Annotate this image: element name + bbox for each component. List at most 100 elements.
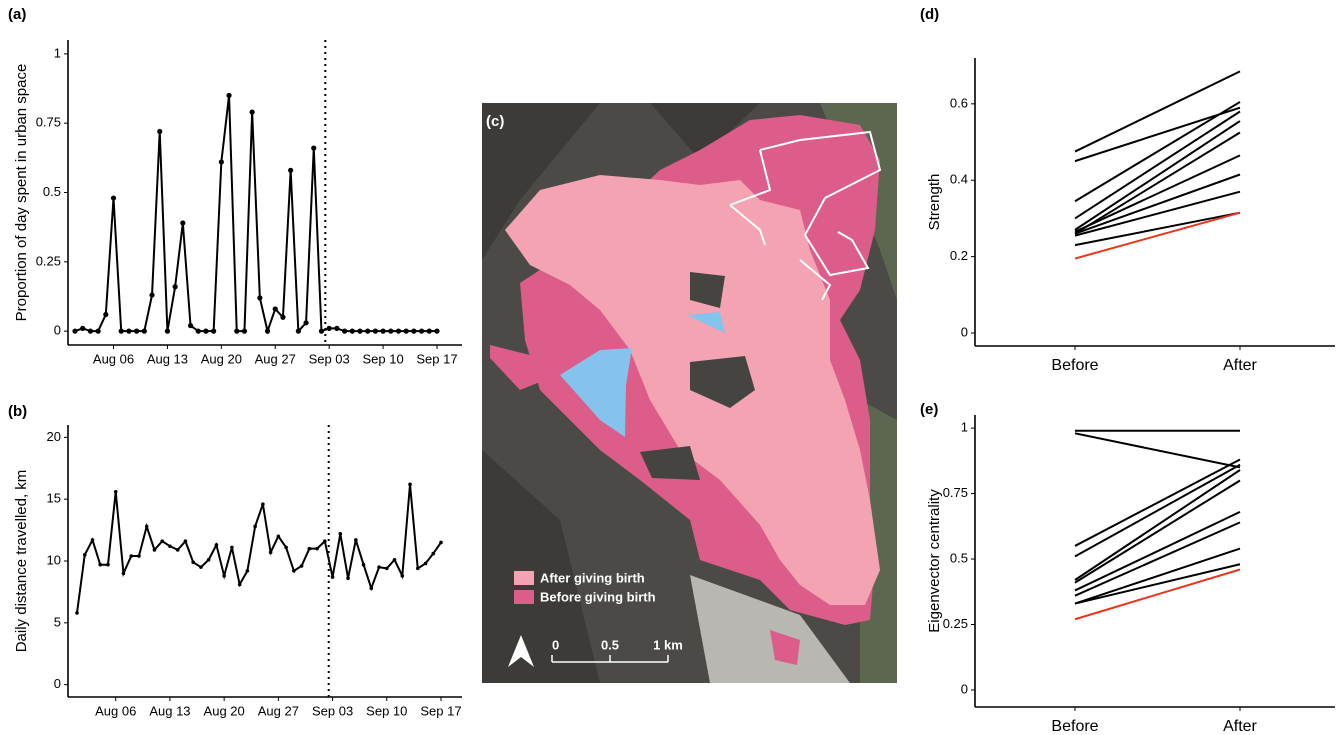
data-point (222, 574, 226, 578)
data-point (96, 329, 101, 334)
data-point (165, 329, 170, 334)
data-point (83, 553, 87, 557)
data-point (173, 284, 178, 289)
scale-label: 1 km (653, 637, 683, 652)
data-point (72, 329, 77, 334)
y-tick-label: 0 (54, 676, 61, 691)
data-point (269, 551, 273, 555)
data-point (362, 563, 366, 567)
data-point (75, 611, 79, 615)
x-tick-label: Aug 27 (258, 703, 299, 718)
data-point (184, 539, 188, 543)
y-tick-label: 0 (961, 324, 968, 339)
data-point (180, 220, 185, 225)
x-tick-label: Sep 03 (312, 703, 353, 718)
data-point (145, 525, 149, 529)
data-point (250, 109, 255, 114)
scale-label: 0 (552, 637, 559, 652)
x-tick-label: Sep 03 (309, 351, 350, 366)
data-point (191, 560, 195, 564)
panel-label: (e) (920, 401, 938, 418)
data-point (431, 552, 435, 556)
y-tick-label: 0.75 (943, 485, 968, 500)
data-point (288, 168, 293, 173)
data-point (88, 329, 93, 334)
x-tick-label: After (1223, 718, 1257, 735)
data-point (142, 329, 147, 334)
data-point (207, 558, 211, 562)
data-point (114, 490, 118, 494)
data-point (111, 195, 116, 200)
data-point (230, 546, 234, 550)
data-point (211, 329, 216, 334)
data-point (98, 563, 102, 567)
data-point (129, 554, 133, 558)
data-point (257, 295, 262, 300)
data-point (160, 539, 164, 543)
data-point (373, 329, 378, 334)
x-tick-label: After (1223, 357, 1257, 374)
y-tick-label: 5 (54, 614, 61, 629)
y-axis-label: Daily distance travelled, km (13, 470, 30, 653)
data-point (122, 572, 126, 576)
y-tick-label: 0.25 (943, 616, 968, 631)
data-point (380, 329, 385, 334)
data-point (439, 541, 443, 545)
data-point (303, 320, 308, 325)
data-point (80, 326, 85, 331)
legend-label: Before giving birth (540, 589, 656, 604)
data-point (342, 329, 347, 334)
y-tick-label: 0.2 (950, 248, 968, 263)
data-line (75, 95, 437, 331)
data-point (277, 534, 281, 538)
x-tick-label: Aug 06 (93, 351, 134, 366)
y-tick-label: 0.75 (36, 115, 61, 130)
y-tick-label: 0.5 (950, 550, 968, 565)
data-point (416, 567, 420, 571)
x-tick-label: Aug 20 (204, 703, 245, 718)
legend-swatch (514, 590, 534, 604)
data-point (396, 329, 401, 334)
x-tick-label: Aug 06 (95, 703, 136, 718)
data-point (408, 483, 412, 487)
data-point (434, 329, 439, 334)
data-point (253, 525, 257, 529)
x-tick-label: Aug 13 (147, 351, 188, 366)
y-tick-label: 1 (54, 45, 61, 60)
y-tick-label: 15 (47, 491, 61, 506)
y-axis-label: Eigenvector centrality (926, 489, 943, 633)
data-point (168, 544, 172, 548)
data-point (346, 577, 350, 581)
data-point (119, 329, 124, 334)
data-point (280, 315, 285, 320)
data-point (246, 569, 250, 573)
data-point (385, 567, 389, 571)
data-point (196, 329, 201, 334)
data-point (199, 565, 203, 569)
data-point (103, 312, 108, 317)
x-tick-label: Before (1051, 357, 1098, 374)
slope-line (1075, 512, 1240, 591)
data-point (388, 329, 393, 334)
data-point (300, 564, 304, 568)
data-point (157, 129, 162, 134)
data-point (292, 569, 296, 573)
data-point (134, 329, 139, 334)
x-tick-label: Sep 17 (420, 703, 461, 718)
data-point (91, 538, 95, 542)
data-point (203, 329, 208, 334)
data-point (315, 547, 319, 551)
data-point (427, 329, 432, 334)
data-point (308, 547, 312, 551)
data-point (106, 563, 110, 567)
data-point (219, 159, 224, 164)
y-tick-label: 10 (47, 552, 61, 567)
y-axis-label: Proportion of day spent in urban space (13, 64, 30, 322)
panel-label: (b) (8, 403, 27, 420)
data-point (323, 539, 327, 543)
panel-label: (a) (8, 6, 26, 23)
data-point (188, 323, 193, 328)
y-tick-label: 0 (961, 681, 968, 696)
data-point (296, 329, 301, 334)
data-point (176, 548, 180, 552)
